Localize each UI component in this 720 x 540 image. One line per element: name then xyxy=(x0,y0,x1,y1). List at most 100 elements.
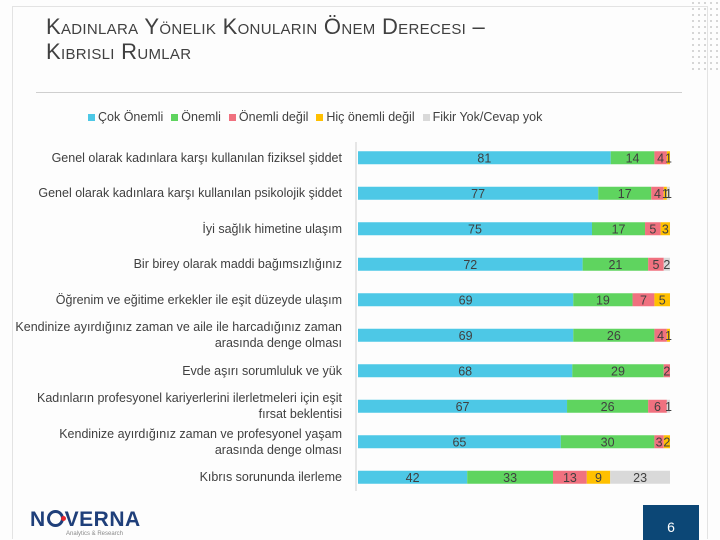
bar-data-label: 1 xyxy=(665,187,672,201)
bar-segment-onemli-degil xyxy=(654,435,664,449)
bar-segment-cok-onemli xyxy=(358,222,592,236)
bar-data-label: 26 xyxy=(601,400,615,414)
bar-data-label: 5 xyxy=(652,258,659,272)
bar-data-label: 2 xyxy=(663,435,670,449)
title-line-2: Kıbrıslı Rumlar xyxy=(46,39,192,65)
bar-segment-hic-onemli-degil xyxy=(666,151,670,165)
category-label: Kıbrıs sorununda ilerleme xyxy=(199,470,342,485)
bar-segment-cok-onemli xyxy=(358,364,573,378)
category-label: Kendinize ayırdığınız zaman ve profesyon… xyxy=(59,426,342,457)
slide-frame xyxy=(12,6,708,539)
bar-segment-onemli-degil xyxy=(648,257,664,271)
bar-segment-cok-onemli xyxy=(358,257,583,271)
bar-segment-onemli xyxy=(582,257,649,271)
bar-segment-cok-onemli xyxy=(358,328,574,342)
bar-segment-onemli xyxy=(573,328,655,342)
bar-segment-onemli-degil xyxy=(654,328,667,342)
category-label: Kendinize ayırdığınız zaman ve aile ile … xyxy=(15,320,342,351)
bar-segment-onemli xyxy=(560,435,655,449)
noverna-logo: N VERNA Analytics & Research xyxy=(30,509,141,537)
bar-segment-hic-onemli-degil xyxy=(586,470,611,484)
bar-data-label: 69 xyxy=(459,293,473,307)
legend-swatch xyxy=(316,113,324,121)
legend-item-onemli: Önemli xyxy=(171,110,221,124)
bar-segment-cok-onemli xyxy=(358,399,568,413)
bar-segment-hic-onemli-degil xyxy=(663,186,667,200)
category-label: Evde aşırı sorumluluk ve yük xyxy=(182,363,342,378)
bar-segment-cok-onemli xyxy=(358,435,561,449)
legend-item-cok-onemli: Çok Önemli xyxy=(88,110,163,124)
bar-segment-onemli xyxy=(567,399,649,413)
legend-swatch xyxy=(171,113,179,121)
bar-data-label: 26 xyxy=(607,329,621,343)
category-label: Öğrenim ve eğitime erkekler ile eşit düz… xyxy=(55,292,342,307)
bar-data-label: 69 xyxy=(459,329,473,343)
legend-label: Hiç önemli değil xyxy=(326,110,415,124)
bar-segment-onemli-degil xyxy=(553,470,587,484)
chart-legend: Çok Önemli Önemli Önemli değil Hiç önemli d… xyxy=(88,110,542,124)
legend-label: Önemli xyxy=(181,110,221,124)
bar-data-label: 21 xyxy=(608,258,622,272)
category-label: Bir birey olarak maddi bağımsızlığınız xyxy=(133,257,342,272)
bar-segment-onemli xyxy=(598,186,652,200)
bar-segment-onemli-degil xyxy=(654,151,667,165)
legend-item-hic-onemli-degil: Hiç önemli değil xyxy=(316,110,415,124)
legend-label: Çok Önemli xyxy=(98,110,164,124)
bar-data-label: 1 xyxy=(662,187,669,201)
bar-data-label: 68 xyxy=(458,364,472,378)
bar-data-label: 75 xyxy=(468,222,482,236)
bar-data-label: 9 xyxy=(595,471,602,485)
bar-segment-onemli xyxy=(573,293,633,307)
bar-data-label: 5 xyxy=(649,222,656,236)
bar-data-label: 4 xyxy=(654,187,661,201)
bar-data-label: 13 xyxy=(563,471,577,485)
bar-data-label: 6 xyxy=(654,400,661,414)
page-number: 6 xyxy=(643,505,699,540)
bar-segment-onemli-degil xyxy=(632,293,655,307)
bar-data-label: 4 xyxy=(657,329,664,343)
bar-segment-onemli xyxy=(610,151,655,165)
bar-segment-cok-onemli xyxy=(358,293,574,307)
dot-pattern-decoration xyxy=(690,0,720,70)
slide-title: Kadınlara Yönelik Konuların Önem Dereces… xyxy=(46,14,646,65)
bar-data-label: 42 xyxy=(406,471,420,485)
legend-label: Önemli değil xyxy=(238,110,309,124)
title-line-1: Kadınlara Yönelik Konuların Önem Dereces… xyxy=(46,14,486,39)
bar-data-label: 1 xyxy=(665,400,672,414)
category-label: Kadınların profesyonel kariyerlerini ile… xyxy=(37,391,342,422)
bar-segment-hic-onemli-degil xyxy=(654,293,670,307)
bar-data-label: 81 xyxy=(477,151,491,165)
bar-data-label: 65 xyxy=(452,435,466,449)
bar-segment-cok-onemli xyxy=(358,470,468,484)
bar-data-label: 30 xyxy=(601,435,615,449)
bar-data-label: 2 xyxy=(663,364,670,378)
bar-segment-onemli xyxy=(572,364,664,378)
bar-data-label: 33 xyxy=(503,471,517,485)
bar-segment-onemli xyxy=(467,470,553,484)
bar-segment-fikir-yok xyxy=(610,470,670,484)
legend-swatch xyxy=(88,113,95,121)
bar-data-label: 14 xyxy=(626,151,640,165)
bar-data-label: 17 xyxy=(618,187,632,201)
logo-subtitle: Analytics & Research xyxy=(66,531,124,537)
bar-data-label: 17 xyxy=(612,222,626,236)
legend-label: Fikir Yok/Cevap yok xyxy=(432,110,543,124)
logo-wordmark: N VERNA xyxy=(30,508,141,531)
bar-segment-onemli-degil xyxy=(663,364,670,378)
category-label: Genel olarak kadınlara karşı kullanılan … xyxy=(38,186,342,201)
bar-data-label: 5 xyxy=(659,293,666,307)
bar-data-label: 19 xyxy=(596,293,610,307)
category-label: İyi sağlık himetine ulaşım xyxy=(202,221,342,236)
bar-data-label: 67 xyxy=(456,400,470,414)
bar-data-label: 23 xyxy=(633,471,647,485)
bar-segment-onemli-degil xyxy=(651,186,664,200)
bar-data-label: 4 xyxy=(657,151,664,165)
bar-segment-cok-onemli xyxy=(358,151,611,165)
bar-data-label: 77 xyxy=(471,187,485,201)
bar-segment-fikir-yok xyxy=(666,186,670,200)
legend-swatch xyxy=(228,113,236,121)
bar-data-label: 72 xyxy=(463,258,477,272)
legend-swatch xyxy=(422,113,430,121)
